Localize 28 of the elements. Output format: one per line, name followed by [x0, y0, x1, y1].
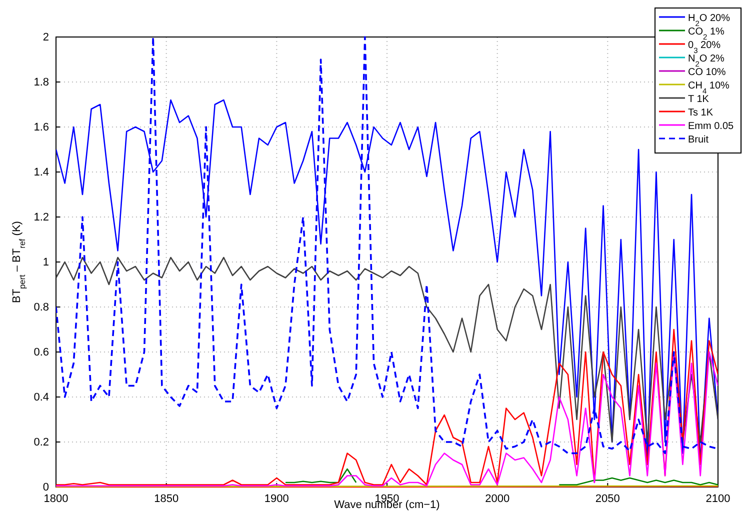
x-tick-label: 1800 [44, 492, 68, 505]
x-tick-label: 2100 [706, 492, 730, 505]
x-tick-label: 2000 [485, 492, 510, 505]
y-tick-label: 0.4 [34, 392, 49, 404]
legend-label: Ts 1K [688, 108, 714, 118]
y-tick-label: 1 [42, 256, 49, 269]
y-tick-label: 1.8 [34, 76, 49, 89]
legend-label: N$_{2}$O 2% [688, 54, 725, 68]
x-tick-label: 1900 [264, 492, 289, 505]
legend-label: H$_{2}$O 20% [688, 13, 730, 28]
y-tick-label: 1.2 [34, 212, 49, 224]
legend-label: 0$_{3}$ 20% [688, 40, 721, 54]
legend-label: CO$_{2}$ 1% [688, 26, 725, 41]
x-tick-label: 1850 [154, 492, 179, 505]
x-tick-label: 2050 [595, 492, 620, 505]
y-tick-label: 2 [42, 32, 49, 44]
x-axis-title: Wave number (cm−1) [334, 499, 440, 511]
legend-label: CO 10% [688, 67, 726, 78]
legend-label: Bruit [688, 134, 709, 146]
legend-label: CH$_{4}$ 10% [688, 80, 730, 95]
y-tick-label: 0.6 [34, 346, 49, 359]
y-tick-label: 1.6 [34, 122, 49, 134]
y-tick-label: 0.8 [34, 302, 49, 314]
y-tick-label: 1.4 [34, 166, 49, 179]
legend-label: T 1K [688, 94, 710, 105]
y-tick-label: 0.2 [34, 436, 49, 449]
y-tick-label: 0 [42, 482, 49, 494]
legend-label: Emm 0.05 [688, 121, 734, 132]
